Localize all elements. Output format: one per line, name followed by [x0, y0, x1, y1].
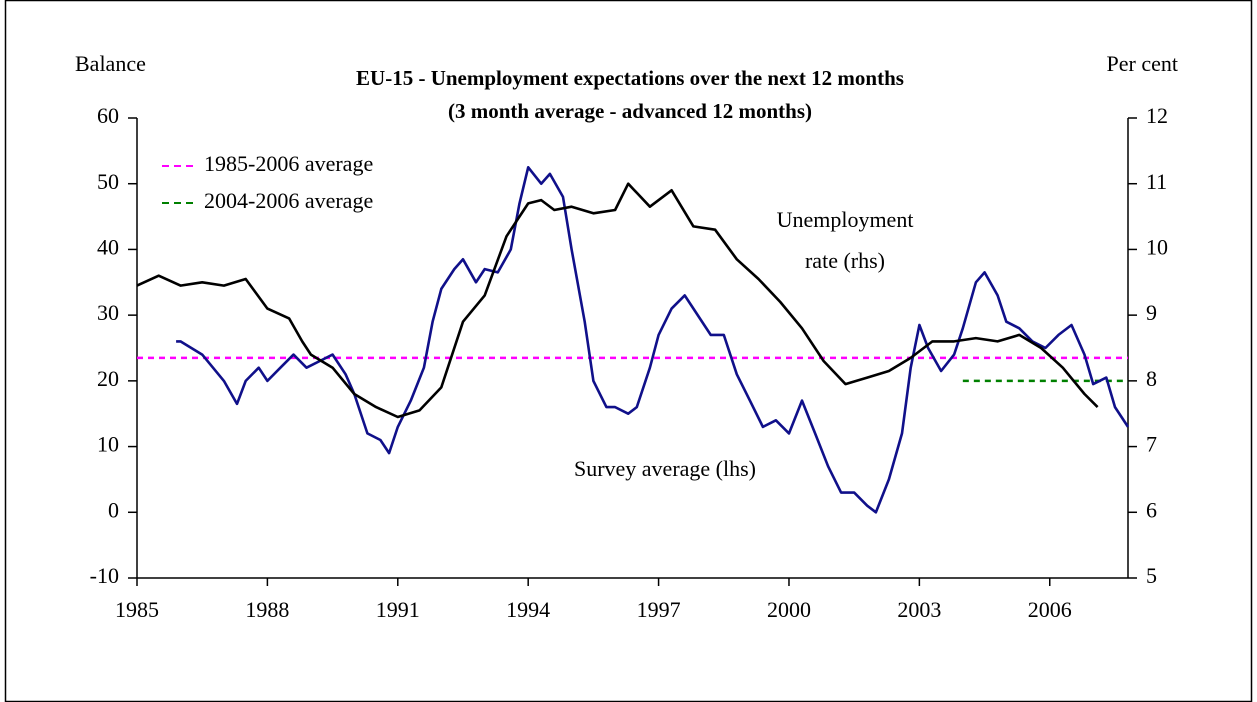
annotation: Survey average (lhs) [574, 456, 756, 481]
y-tick-label: 60 [97, 103, 119, 128]
x-tick-label: 1991 [376, 597, 420, 622]
y-tick-label: 20 [97, 366, 119, 391]
x-tick-label: 2003 [897, 597, 941, 622]
y-tick-label: -10 [90, 563, 119, 588]
y2-tick-label: 11 [1146, 169, 1167, 194]
y2-tick-label: 7 [1146, 432, 1157, 457]
chart-title: EU-15 - Unemployment expectations over t… [356, 66, 904, 90]
annotation: Unemployment [777, 207, 914, 232]
x-tick-label: 1988 [245, 597, 289, 622]
y-tick-label: 50 [97, 169, 119, 194]
y-tick-label: 30 [97, 300, 119, 325]
y2-tick-label: 12 [1146, 103, 1168, 128]
x-tick-label: 1997 [637, 597, 681, 622]
y2-tick-label: 10 [1146, 234, 1168, 259]
x-tick-label: 1994 [506, 597, 550, 622]
y-axis-label: Balance [75, 51, 146, 76]
annotation: rate (rhs) [805, 248, 885, 273]
y2-tick-label: 5 [1146, 563, 1157, 588]
x-tick-label: 1985 [115, 597, 159, 622]
chart-subtitle: (3 month average - advanced 12 months) [448, 99, 812, 123]
y2-tick-label: 9 [1146, 300, 1157, 325]
x-tick-label: 2006 [1028, 597, 1072, 622]
legend-label: 2004-2006 average [204, 188, 373, 213]
legend-label: 1985-2006 average [204, 151, 373, 176]
y-tick-label: 10 [97, 432, 119, 457]
series-line [176, 166, 1130, 514]
y2-tick-label: 6 [1146, 497, 1157, 522]
series-line [136, 182, 1099, 419]
y2-axis-label: Per cent [1107, 51, 1178, 76]
y-tick-label: 0 [108, 497, 119, 522]
x-tick-label: 2000 [767, 597, 811, 622]
y-tick-label: 40 [97, 234, 119, 259]
y2-tick-label: 8 [1146, 366, 1157, 391]
